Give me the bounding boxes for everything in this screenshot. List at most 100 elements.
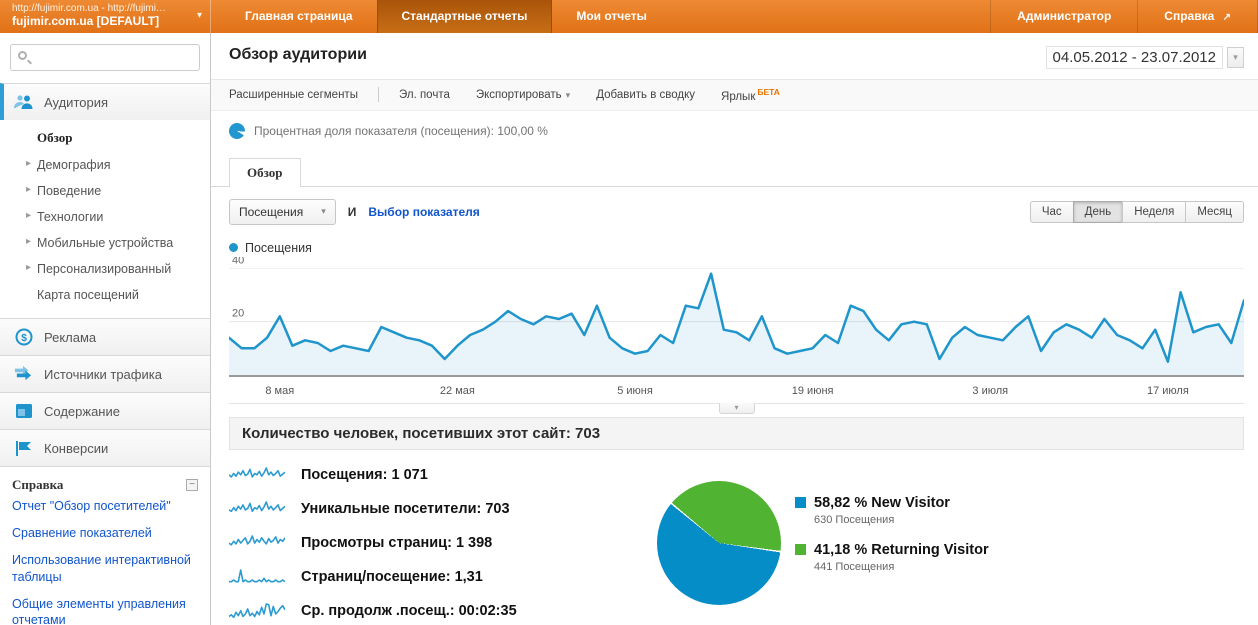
- svg-text:22 мая: 22 мая: [440, 385, 475, 397]
- chart-drawer-handle[interactable]: ▾: [718, 402, 755, 414]
- shortcut-button[interactable]: Ярлык БЕТА: [721, 87, 780, 103]
- select-metric-link[interactable]: Выбор показателя: [368, 204, 480, 219]
- chevron-down-icon: ▾: [321, 206, 326, 217]
- chart-bottom-rule: ▾: [229, 402, 1244, 415]
- sidebar-section-label: Аудитория: [44, 94, 109, 110]
- sidebar-section-label: Реклама: [44, 329, 97, 345]
- returning-visitor-visits: 441 Посещения: [814, 560, 895, 573]
- granularity-day-button[interactable]: День: [1072, 200, 1124, 223]
- account-name: fujimir.com.ua [DEFAULT]: [12, 14, 160, 28]
- help-link-compare-metrics[interactable]: Сравнение показателей: [12, 525, 152, 540]
- sidebar-section-traffic-sources[interactable]: Источники трафика: [0, 355, 210, 392]
- sidebar-item-mobile[interactable]: ▸ Мобильные устройства: [26, 236, 174, 250]
- visits-line-chart: 20 40 8 мая 22 мая 5 июня 19 июня 3 июля 17 июл…: [227, 254, 1246, 397]
- nav-tab-my-reports[interactable]: Мои отчеты: [576, 9, 647, 23]
- segment-percent-row: Процентная доля показателя (посещения): …: [211, 111, 1258, 149]
- chevron-right-icon: ▸: [26, 262, 32, 273]
- report-tabstrip: Обзор: [211, 149, 1258, 187]
- sidebar-section-label: Конверсии: [44, 440, 109, 456]
- svg-text:5 июня: 5 июня: [617, 385, 653, 397]
- chevron-down-icon: ▾: [565, 89, 571, 100]
- sidebar-help-block: Справка − Отчет "Обзор посетителей" Срав…: [0, 466, 210, 625]
- metric-value: 1,31: [454, 568, 483, 585]
- report-toolbar: Расширенные сегменты Эл. почта Экспортир…: [211, 79, 1258, 111]
- sidebar-search: [10, 44, 200, 71]
- metric-row-unique-visitors: Уникальные посетители: 703: [229, 492, 1244, 526]
- add-to-dashboard-button[interactable]: Добавить в сводку: [596, 88, 696, 101]
- unique-visitors-sparkline-icon: [229, 501, 285, 512]
- admin-link[interactable]: Администратор: [990, 0, 1137, 33]
- collapse-icon[interactable]: −: [186, 479, 198, 491]
- help-link-common-controls[interactable]: Общие элементы управления отчетами: [12, 596, 186, 625]
- sidebar-section-content[interactable]: Содержание: [0, 392, 210, 429]
- nav-tab-home[interactable]: Главная страница: [245, 9, 353, 23]
- metric-label: Уникальные посетители:: [301, 500, 482, 517]
- summary-headline: Количество человек, посетивших этот сайт…: [229, 416, 1244, 450]
- sidebar-item-custom[interactable]: ▸ Персонализированный: [26, 262, 172, 276]
- audience-subnav: Обзор ▸ Демография ▸ Поведение ▸ Технологии…: [0, 120, 210, 318]
- export-button[interactable]: Экспортировать ▾: [475, 88, 571, 101]
- metric-value: 703: [485, 500, 510, 517]
- beta-badge: БЕТА: [757, 87, 780, 97]
- account-selector[interactable]: http://fujimir.com.ua - http://fujimi… f…: [0, 0, 211, 33]
- pageviews-sparkline-icon: [229, 535, 285, 546]
- sidebar-item-behavior[interactable]: ▸ Поведение: [26, 184, 102, 198]
- sidebar-section-advertising[interactable]: $ Реклама: [0, 318, 210, 355]
- chart-controls: Посещения ▾ И Выбор показателя Час День …: [211, 187, 1258, 231]
- new-visitor-visits: 630 Посещения: [814, 513, 895, 526]
- visitor-type-pie-chart: [657, 480, 781, 605]
- help-link-interactive-table[interactable]: Использование интерактивной таблицы: [12, 552, 191, 584]
- help-link[interactable]: Справка ↗: [1137, 0, 1258, 33]
- date-range-value: 04.05.2012 - 23.07.2012: [1045, 46, 1223, 69]
- metric-label: Просмотры страниц:: [301, 534, 452, 551]
- svg-text:20: 20: [232, 307, 244, 319]
- granularity-week-button[interactable]: Неделя: [1122, 200, 1187, 223]
- avg-duration-sparkline-icon: [229, 603, 285, 618]
- segment-percent-text: Процентная доля показателя (посещения): …: [254, 123, 548, 138]
- chevron-right-icon: ▸: [26, 158, 32, 169]
- dollar-icon: $: [14, 328, 34, 346]
- chevron-right-icon: ▸: [26, 210, 32, 221]
- svg-text:$: $: [21, 332, 27, 344]
- nav-tab-standard-reports[interactable]: Стандартные отчеты: [376, 0, 553, 33]
- new-visitor-swatch-icon: [795, 497, 806, 509]
- series-dot-icon: [229, 243, 238, 253]
- series-label: Посещения: [245, 240, 312, 255]
- people-icon: [14, 93, 34, 111]
- email-button[interactable]: Эл. почта: [398, 88, 450, 101]
- segment-pie-icon: [229, 122, 245, 139]
- flag-icon: [14, 439, 34, 457]
- sidebar-item-demographics[interactable]: ▸ Демография: [26, 158, 111, 172]
- sidebar-section-label: Содержание: [44, 403, 120, 419]
- granularity-hour-button[interactable]: Час: [1029, 200, 1074, 223]
- sidebar: Аудитория Обзор ▸ Демография ▸ Поведение ▸…: [0, 33, 211, 625]
- pie-legend-returning-visitor: 41,18 % Returning Visitor 441 Посещения: [795, 542, 989, 573]
- traffic-arrows-icon: [14, 365, 34, 383]
- sidebar-section-conversions[interactable]: Конверсии: [0, 429, 210, 466]
- and-label: И: [347, 204, 357, 219]
- advanced-segments-button[interactable]: Расширенные сегменты: [229, 88, 358, 101]
- sidebar-section-audience[interactable]: Аудитория: [0, 83, 210, 120]
- page-title: Обзор аудитории: [229, 46, 367, 63]
- visits-sparkline-icon: [229, 467, 285, 478]
- main-content: Обзор аудитории 04.05.2012 - 23.07.2012 …: [211, 33, 1258, 625]
- sidebar-item-technology[interactable]: ▸ Технологии: [26, 210, 104, 224]
- metric-label: Посещения:: [301, 466, 388, 483]
- metric-dropdown[interactable]: Посещения ▾: [229, 198, 336, 225]
- search-input[interactable]: [10, 44, 200, 71]
- chevron-down-icon[interactable]: ▾: [1227, 47, 1244, 68]
- granularity-month-button[interactable]: Месяц: [1185, 200, 1244, 223]
- svg-text:3 июля: 3 июля: [972, 385, 1008, 397]
- metric-row-pageviews: Просмотры страниц: 1 398: [229, 526, 1244, 560]
- date-range-selector[interactable]: 04.05.2012 - 23.07.2012 ▾: [1045, 46, 1244, 69]
- metric-value: 1 398: [455, 534, 493, 551]
- sidebar-item-overview[interactable]: Обзор: [37, 130, 73, 145]
- returning-visitor-swatch-icon: [795, 544, 806, 556]
- metric-row-avg-duration: Ср. продолж .посещ.: 00:02:35: [229, 594, 1244, 625]
- sidebar-item-visitors-flow[interactable]: Карта посещений: [37, 288, 139, 302]
- help-link-visitors-overview[interactable]: Отчет "Обзор посетителей": [12, 499, 171, 513]
- tab-overview[interactable]: Обзор: [229, 157, 301, 187]
- help-link-label: Справка: [1164, 9, 1215, 23]
- content-layout-icon: [14, 402, 34, 420]
